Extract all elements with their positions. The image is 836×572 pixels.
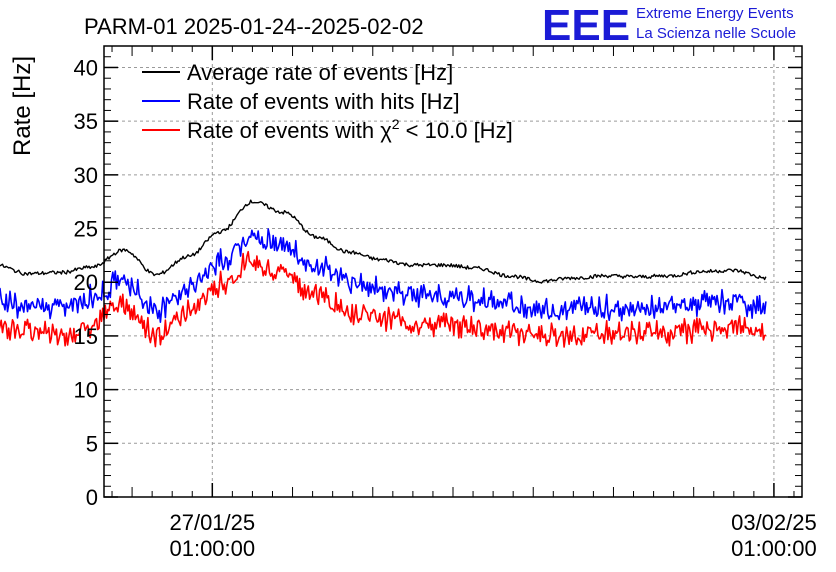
y-tick-label: 15 — [74, 324, 98, 349]
x-tick-date: 27/01/25 — [169, 510, 255, 535]
org-line-2: La Scienza nelle Scuole — [636, 25, 796, 42]
org-line-1: Extreme Energy Events — [636, 5, 794, 22]
y-tick-label: 10 — [74, 378, 98, 403]
y-tick-label: 0 — [86, 485, 98, 510]
series-line — [0, 250, 767, 348]
series-line — [0, 228, 767, 323]
y-axis: 0 5 10 15 20 25 30 35 40 — [74, 45, 802, 510]
x-tick-time: 01:00:00 — [731, 536, 817, 561]
series-line — [0, 199, 767, 284]
legend-label: Rate of events with χ2 < 10.0 [Hz] — [187, 116, 513, 143]
legend-label: Rate of events with hits [Hz] — [187, 89, 460, 114]
y-tick-label: 30 — [74, 163, 98, 188]
eee-logo: EEE — [542, 1, 630, 50]
chart-title: PARM-01 2025-01-24--2025-02-02 — [84, 14, 424, 39]
y-axis-label: Rate [Hz] — [9, 56, 36, 156]
x-tick-time: 01:00:00 — [169, 536, 255, 561]
y-tick-label: 20 — [74, 270, 98, 295]
legend-label: Average rate of events [Hz] — [187, 60, 453, 85]
legend: Average rate of events [Hz] Rate of event… — [142, 60, 513, 143]
x-tick-date: 03/02/25 — [731, 510, 817, 535]
y-tick-label: 25 — [74, 217, 98, 242]
y-tick-label: 5 — [86, 431, 98, 456]
series-group — [0, 199, 767, 348]
y-tick-label: 35 — [74, 109, 98, 134]
y-tick-label: 40 — [74, 55, 98, 80]
